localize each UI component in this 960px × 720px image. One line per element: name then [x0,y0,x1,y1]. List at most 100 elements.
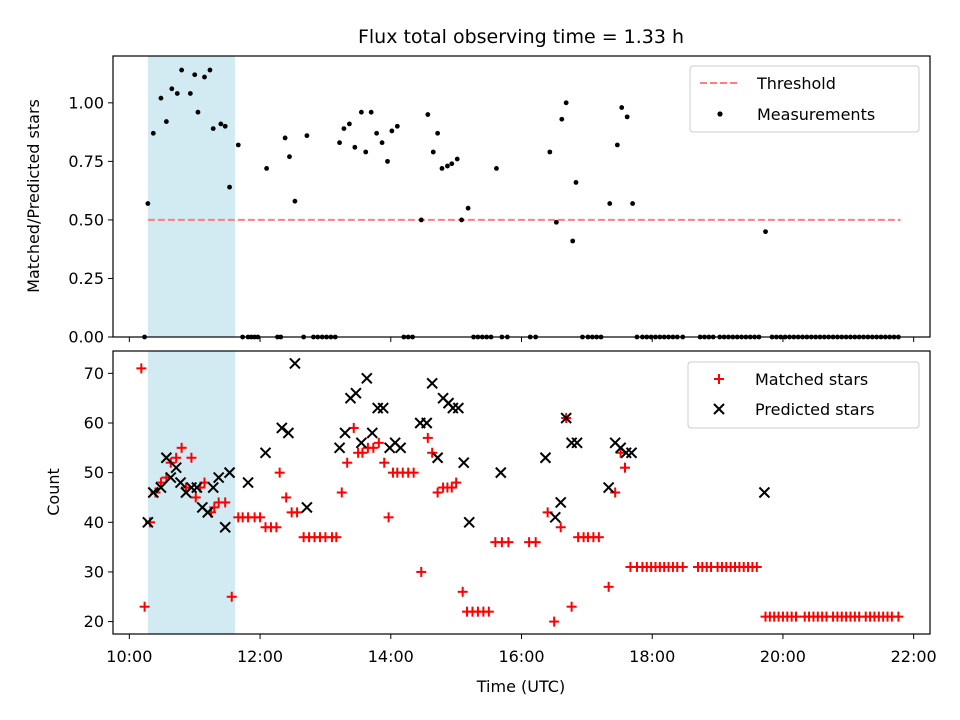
predicted-star-point [549,511,561,524]
measurement-point [163,119,169,124]
legend-matched-label: Matched stars [755,370,868,389]
matched-star-point [180,482,191,493]
measurement-point [573,180,579,185]
predicted-star-point [394,442,407,454]
legend-measurements-label: Measurements [757,105,875,124]
matched-star-point [619,462,630,473]
x-tick-label: 20:00 [760,647,806,666]
measurement-point [547,149,553,155]
y-tick-label: 0.25 [68,269,104,288]
matched-star-point [603,581,614,592]
measurement-point [346,121,352,127]
predicted-star-point [219,521,231,533]
legend-predicted-swatch [713,403,725,415]
matched-star-point [751,561,762,572]
predicted-star-point [372,402,384,414]
predicted-star-point [625,447,638,459]
measurement-point [385,158,390,164]
measurement-point [227,184,232,190]
bottom-y-axis-label: Count [44,468,63,516]
top-legend: Threshold Measurements [689,65,920,133]
measurement-point [145,201,151,206]
predicted-star-point [301,501,313,514]
predicted-star-point [602,481,615,494]
x-tick-label: 14:00 [368,647,414,666]
x-tick-label: 22:00 [891,647,937,666]
y-tick-label: 20 [84,612,104,631]
measurement-point [292,198,298,204]
measurement-point [445,163,450,169]
predicted-star-point [361,372,373,385]
bottom-legend: Matched stars Predicted stars [687,361,920,429]
measurement-point [287,154,292,160]
predicted-star-point [289,357,301,370]
legend-predicted-label: Predicted stars [755,400,875,419]
matched-star-point [408,467,419,478]
matched-star-point [226,591,237,602]
matched-star-point [368,442,379,453]
matched-star-point [331,532,342,543]
bottom-panel: 20 30 40 50 60 70 10:00 12:00 14:00 16:00 18:00 20… [44,350,937,696]
measurement-point [337,140,342,146]
measurement-point [454,156,460,162]
matched-star-point [432,487,443,498]
y-tick-label: 0.00 [68,328,104,347]
matched-star-point [566,601,577,612]
measurement-point [187,91,193,96]
y-tick-label: 1.00 [68,93,104,112]
measurement-point [222,123,228,129]
predicted-star-point [571,437,583,449]
predicted-star-point [555,496,567,509]
bottom-legend-box [687,361,920,429]
top-panel: 0.00 0.25 0.50 0.75 1.00 Matched/Predicted s… [24,55,931,347]
legend-threshold-label: Threshold [756,74,836,93]
matched-star-point [893,611,904,622]
measurement-point [630,201,636,206]
measurement-point [264,166,269,171]
predicted-star-point [447,402,459,414]
x-tick-label: 10:00 [106,647,152,666]
predicted-star-point [366,427,378,439]
matched-star-point [155,477,166,488]
matched-star-point [357,447,368,458]
measurement-point [158,95,164,101]
measurement-point [465,205,471,211]
measurement-point [425,112,431,117]
predicted-star-point [242,476,254,489]
top-x-tick-marks [128,337,915,342]
predicted-star-point [170,461,182,474]
matched-star-point [139,601,150,612]
measurement-point [374,130,380,136]
predicted-star-point [223,466,236,479]
predicted-star-point [333,442,346,454]
matched-star-point [416,566,427,577]
predicted-star-point [259,447,272,459]
x-tick-label: 12:00 [237,647,283,666]
predicted-star-point [207,481,219,494]
bottom-highlight-span [147,351,236,634]
measurement-point [619,105,625,110]
y-tick-label: 0.50 [68,210,104,229]
predicted-star-point [174,476,187,489]
measurement-point [570,238,576,244]
measurement-point [459,217,464,223]
predicted-star-point [421,417,433,429]
matched-star-point [610,487,621,498]
predicted-star-point [458,457,470,469]
top-y-axis-label: Matched/Predicted stars [24,99,43,293]
measurement-point [235,142,241,148]
measurement-point [352,144,358,150]
measurement-point [169,86,175,92]
predicted-star-point [165,471,177,484]
matched-star-point [336,487,347,498]
measurement-point [195,109,201,115]
measurement-point [192,72,198,78]
matched-star-point [271,522,282,533]
measurement-point [363,149,369,155]
predicted-star-point [758,486,771,499]
matched-star-point [176,442,187,453]
measurement-point [607,201,613,206]
matched-star-point [209,502,220,513]
predicted-star-point [155,481,167,494]
legend-matched-swatch [714,374,724,384]
